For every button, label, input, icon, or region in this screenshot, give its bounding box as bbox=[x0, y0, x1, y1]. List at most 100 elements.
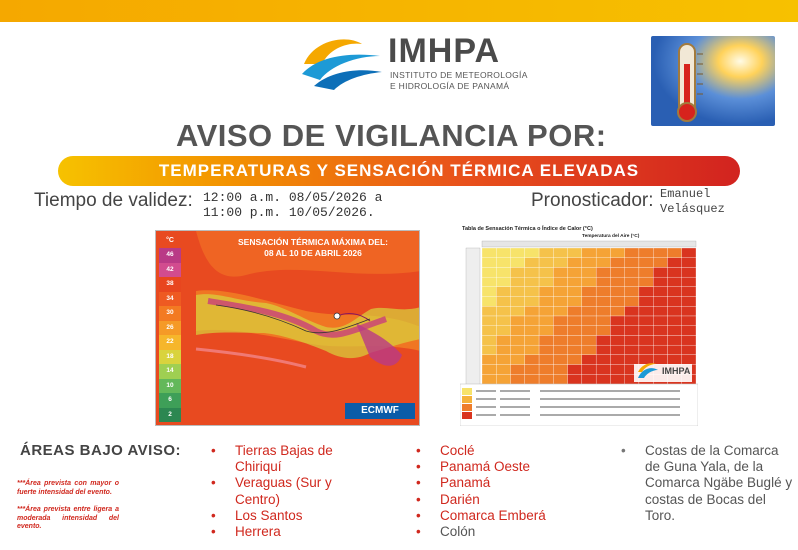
heat-table-cell bbox=[638, 335, 654, 346]
heat-table-cell bbox=[553, 257, 568, 268]
heat-table-cell bbox=[538, 267, 554, 278]
heat-table-cell bbox=[667, 325, 682, 336]
heat-table-cell bbox=[681, 286, 697, 297]
heat-table-cell bbox=[595, 306, 611, 317]
areas-list-1: Tierras Bajas de ChiriquíVeraguas (Sur y… bbox=[211, 443, 371, 540]
heat-table-cell bbox=[567, 276, 583, 288]
heat-table-cell bbox=[595, 267, 611, 278]
heat-table-cell bbox=[681, 354, 697, 365]
heat-table-cell bbox=[667, 315, 682, 326]
forecaster-name-last: Velásquez bbox=[660, 202, 725, 216]
heat-table-cell bbox=[581, 247, 597, 258]
heat-table-cell bbox=[538, 364, 554, 375]
heat-table-cell bbox=[496, 335, 511, 346]
heat-table-cell bbox=[681, 296, 697, 307]
heat-table-grid bbox=[460, 240, 698, 426]
heat-table-cell bbox=[510, 354, 525, 365]
area-item: Veraguas (Sur y Centro) bbox=[211, 475, 371, 507]
areas-list-3: Costas de la Comarca de Guna Yala, de la… bbox=[621, 443, 793, 524]
heat-table-cell bbox=[667, 276, 682, 288]
heat-table-cell bbox=[653, 296, 668, 307]
area-item: Panamá bbox=[416, 475, 586, 491]
heat-table-cell bbox=[595, 247, 611, 258]
map-scale-cell: 46 bbox=[159, 248, 181, 263]
heat-table-cell bbox=[481, 344, 497, 356]
area-item: Darién bbox=[416, 492, 586, 508]
heat-table-cell bbox=[510, 325, 525, 336]
alert-banner-text: TEMPERATURAS Y SENSACIÓN TÉRMICA ELEVADA… bbox=[158, 161, 640, 180]
heat-table-cell bbox=[481, 296, 497, 307]
heat-table-cell bbox=[496, 267, 511, 278]
heat-table-cell bbox=[481, 374, 497, 385]
heat-table-cell bbox=[610, 364, 625, 375]
heat-table-cell bbox=[653, 286, 668, 297]
heat-table-cell bbox=[567, 296, 583, 307]
heat-table-cell bbox=[595, 325, 611, 336]
heat-index-table: Tabla de Sensación Térmica o Índice de C… bbox=[460, 226, 698, 426]
heat-table-cell bbox=[496, 286, 511, 297]
map-title-line-2: 08 AL 10 DE ABRIL 2026 bbox=[264, 248, 362, 258]
alert-banner: TEMPERATURAS Y SENSACIÓN TÉRMICA ELEVADA… bbox=[58, 156, 740, 186]
heat-table-cell bbox=[567, 306, 583, 317]
ecmwf-logo: ECMWF bbox=[345, 403, 415, 419]
heat-table-cell bbox=[524, 315, 540, 326]
heat-table-cell bbox=[510, 257, 525, 268]
heat-table-cell bbox=[581, 354, 597, 365]
heat-table-cell bbox=[667, 286, 682, 297]
map-scale-unit: °C bbox=[166, 237, 174, 244]
heat-table-cell bbox=[581, 286, 597, 297]
areas-list-2: CocléPanamá OestePanamáDariénComarca Emb… bbox=[416, 443, 586, 540]
heat-table-cell bbox=[581, 325, 597, 336]
heat-table-cell bbox=[581, 257, 597, 268]
heat-table-cell bbox=[496, 296, 511, 307]
heat-table-cell bbox=[653, 257, 668, 268]
imhpa-logo-mark bbox=[302, 39, 382, 90]
heat-table-cell bbox=[567, 374, 583, 385]
heat-table-cell bbox=[653, 267, 668, 278]
thermometer-sun-image bbox=[651, 36, 775, 126]
heat-table-cell bbox=[667, 335, 682, 346]
heat-table-cell bbox=[524, 286, 540, 297]
map-scale-cell: 6 bbox=[159, 393, 181, 408]
heat-table-cell bbox=[638, 267, 654, 278]
heat-table-cell bbox=[681, 257, 697, 268]
heat-table-cell bbox=[610, 325, 625, 336]
heat-table-cell bbox=[638, 354, 654, 365]
heat-table-cell bbox=[524, 335, 540, 346]
heat-table-cell bbox=[567, 315, 583, 326]
heat-table-cell bbox=[538, 374, 554, 385]
heat-table-cell bbox=[595, 344, 611, 356]
map-scale-cell: 22 bbox=[159, 335, 181, 350]
map-scale-cell: 18 bbox=[159, 349, 181, 364]
heat-table-cell bbox=[510, 344, 525, 356]
heat-table-cell bbox=[496, 306, 511, 317]
heat-table-cell bbox=[524, 354, 540, 365]
heat-table-cell bbox=[681, 344, 697, 356]
heat-table-cell bbox=[481, 306, 497, 317]
map-scale-cell: 38 bbox=[159, 277, 181, 292]
heat-table-cell bbox=[553, 315, 568, 326]
heat-table-cell bbox=[524, 257, 540, 268]
heat-table-cell bbox=[510, 296, 525, 307]
area-item: Colón bbox=[416, 524, 586, 540]
heat-table-cell bbox=[567, 286, 583, 297]
heat-table-cell bbox=[581, 267, 597, 278]
heat-table-cell bbox=[581, 315, 597, 326]
map-scale-cell: 10 bbox=[159, 378, 181, 393]
heat-table-cell bbox=[567, 335, 583, 346]
heat-table-cell bbox=[524, 276, 540, 288]
heat-table-cell bbox=[538, 306, 554, 317]
heat-table-cell bbox=[510, 335, 525, 346]
heat-table-cell bbox=[624, 325, 640, 336]
heat-table-cell bbox=[581, 344, 597, 356]
map-scale-cell: 14 bbox=[159, 364, 181, 379]
map-color-scale: °C 46 42 38 34 30 26 22 18 14 10 6 2 bbox=[159, 237, 187, 423]
heat-table-cell bbox=[667, 267, 682, 278]
heat-table-cell bbox=[481, 315, 497, 326]
area-item: Panamá Oeste bbox=[416, 459, 586, 475]
heat-table-cell bbox=[481, 335, 497, 346]
heat-table-cell bbox=[581, 276, 597, 288]
heat-table-cell bbox=[524, 296, 540, 307]
map-scale-cell: 26 bbox=[159, 320, 181, 335]
heat-table-cell bbox=[638, 247, 654, 258]
